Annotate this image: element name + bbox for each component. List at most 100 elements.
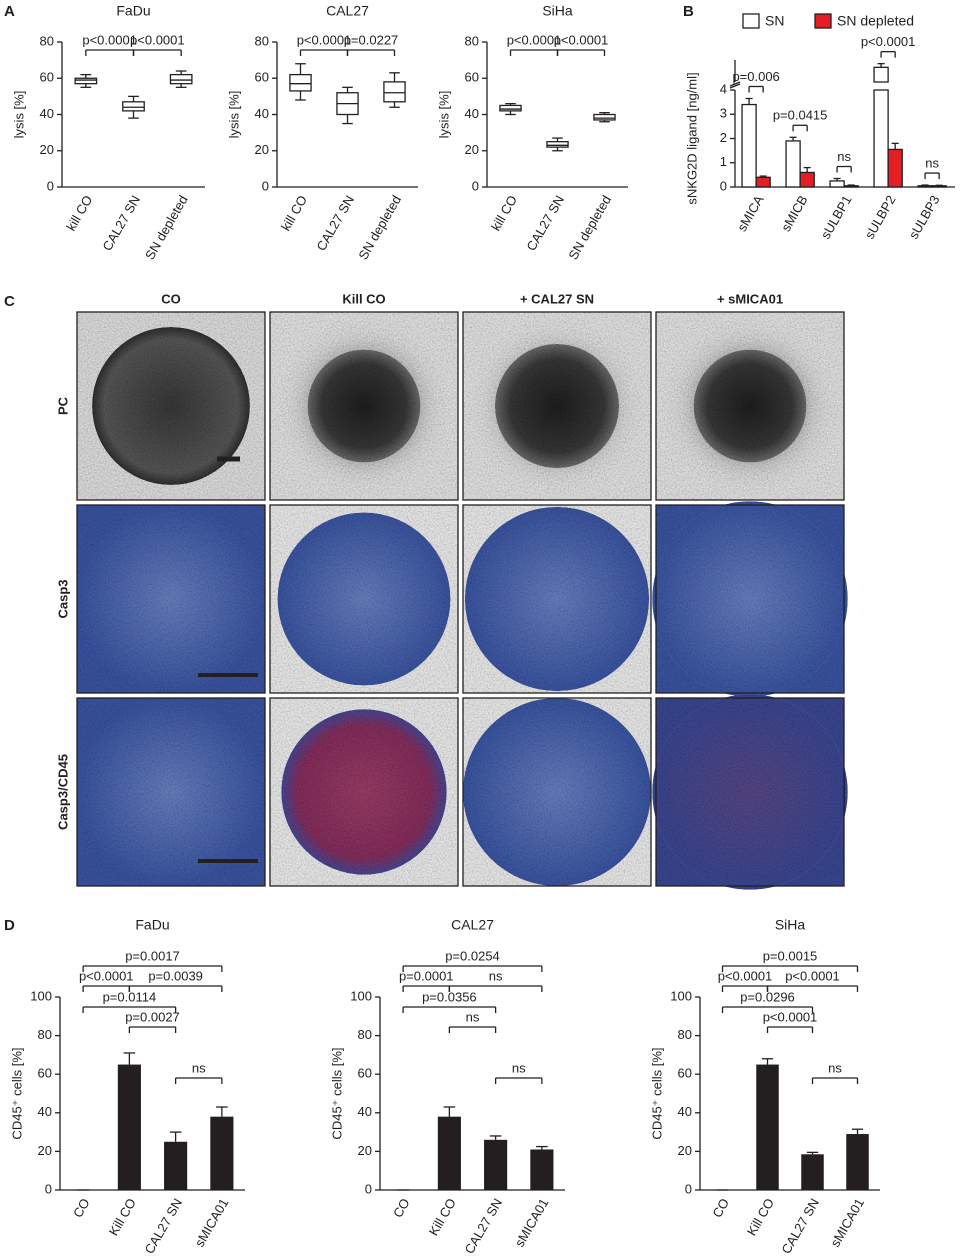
micrograph bbox=[269, 504, 459, 694]
x-tick-label: CO bbox=[390, 1196, 413, 1220]
y-axis-label: lysis [%] bbox=[226, 91, 241, 139]
x-tick-label: CAL27 SN bbox=[313, 193, 357, 254]
box bbox=[383, 81, 406, 103]
column-label: + CAL27 SN bbox=[520, 291, 594, 306]
y-tick-label: 2 bbox=[720, 130, 727, 145]
micrograph-frame bbox=[269, 311, 459, 501]
micrograph-frame bbox=[462, 311, 652, 501]
y-tick-label: 40 bbox=[678, 1104, 692, 1119]
y-tick-label: 0 bbox=[45, 1181, 52, 1196]
y-tick-label: 80 bbox=[465, 33, 479, 48]
legend-swatch bbox=[742, 13, 760, 29]
spheroid bbox=[652, 501, 848, 697]
micrograph-bg bbox=[77, 505, 265, 693]
annotation: p=0.0296 bbox=[740, 989, 795, 1004]
micrograph bbox=[462, 311, 652, 501]
y-tick-label: 60 bbox=[255, 70, 269, 85]
micrograph bbox=[76, 311, 266, 501]
micrograph bbox=[652, 501, 848, 697]
y-tick-label: 4 bbox=[720, 81, 727, 96]
spheroid bbox=[464, 506, 650, 692]
annotation: p=0.0114 bbox=[103, 989, 157, 1004]
panel-letter: C bbox=[4, 293, 15, 310]
annotation: ns bbox=[828, 1060, 842, 1075]
annotation: p<0.0001 bbox=[507, 32, 562, 47]
annotation: p<0.0001 bbox=[718, 968, 773, 983]
x-tick-label: kill CO bbox=[278, 193, 310, 234]
bar bbox=[164, 1141, 188, 1190]
x-tick-label: CAL27 SN bbox=[778, 1196, 822, 1257]
chart-title: FaDu bbox=[116, 3, 150, 19]
bar bbox=[741, 103, 757, 188]
y-tick-label: 80 bbox=[38, 1027, 52, 1042]
bar bbox=[829, 180, 845, 188]
annotation: p=0.0227 bbox=[344, 32, 399, 47]
annotation: ns bbox=[837, 149, 851, 164]
micrograph bbox=[652, 694, 848, 890]
x-tick-label: kill CO bbox=[488, 193, 520, 234]
x-tick-label: CAL27 SN bbox=[141, 1196, 185, 1257]
annotation: p=0.0039 bbox=[148, 968, 203, 983]
bar bbox=[785, 140, 801, 188]
y-tick-label: 80 bbox=[255, 33, 269, 48]
micrograph bbox=[269, 697, 459, 887]
y-tick-label: 0 bbox=[365, 1181, 372, 1196]
spheroid bbox=[494, 343, 620, 469]
y-axis-label: CD45⁺ cells [%] bbox=[9, 1047, 24, 1139]
annotation: p=0.0015 bbox=[763, 948, 818, 963]
spheroid bbox=[463, 698, 651, 886]
y-axis-label: lysis [%] bbox=[11, 91, 26, 139]
spheroid bbox=[307, 349, 421, 463]
axis-break bbox=[729, 83, 741, 89]
y-tick-label: 40 bbox=[255, 106, 269, 121]
x-tick-label: SN depleted bbox=[142, 193, 191, 262]
annotation: ns bbox=[925, 155, 939, 170]
y-tick-label: 60 bbox=[678, 1066, 692, 1081]
annotation: p=0.0001 bbox=[399, 968, 454, 983]
y-axis-label: lysis [%] bbox=[436, 91, 451, 139]
bar bbox=[484, 1139, 508, 1190]
micrograph-frame bbox=[269, 504, 459, 694]
micrograph-frame bbox=[462, 697, 652, 887]
y-tick-label: 20 bbox=[678, 1143, 692, 1158]
chart-title: SiHa bbox=[542, 3, 573, 19]
chart-title: SiHa bbox=[775, 917, 806, 933]
bar bbox=[530, 1149, 554, 1190]
spheroid bbox=[652, 694, 848, 890]
annotation: p=0.0415 bbox=[773, 108, 828, 123]
micrograph bbox=[462, 504, 652, 694]
bar bbox=[846, 1134, 869, 1190]
box bbox=[122, 101, 145, 112]
x-tick-label: Kill CO bbox=[106, 1196, 139, 1239]
micrograph-frame bbox=[76, 504, 266, 694]
annotation: ns bbox=[512, 1060, 526, 1075]
y-tick-label: 60 bbox=[358, 1066, 372, 1081]
bar bbox=[887, 148, 903, 188]
y-tick-label: 20 bbox=[255, 142, 269, 157]
y-tick-label: 3 bbox=[720, 106, 727, 121]
row-label: Casp3/CD45 bbox=[55, 754, 70, 830]
x-tick-label: Kill CO bbox=[426, 1196, 459, 1239]
annotation: p<0.0001 bbox=[79, 968, 134, 983]
box bbox=[593, 113, 616, 121]
annotation: p=0.0254 bbox=[445, 948, 500, 963]
bar bbox=[755, 176, 771, 188]
chart-title: FaDu bbox=[135, 917, 169, 933]
y-tick-label: 80 bbox=[40, 33, 54, 48]
y-tick-label: 20 bbox=[40, 142, 54, 157]
annotation: p<0.0001 bbox=[554, 32, 609, 47]
panel-letter: B bbox=[683, 3, 694, 20]
spheroid bbox=[693, 349, 807, 463]
bar bbox=[117, 1064, 141, 1190]
micrograph-frame bbox=[269, 697, 459, 887]
x-tick-label: Kill CO bbox=[744, 1196, 777, 1239]
bar bbox=[756, 1064, 779, 1190]
box bbox=[169, 73, 193, 85]
annotation: p=0.006 bbox=[732, 69, 779, 84]
x-tick-label: SN depleted bbox=[565, 193, 614, 262]
chart-title: CAL27 bbox=[326, 3, 369, 19]
y-axis-label: CD45⁺ cells [%] bbox=[329, 1047, 344, 1139]
bar bbox=[843, 185, 859, 188]
x-tick-label: CO bbox=[70, 1196, 93, 1220]
